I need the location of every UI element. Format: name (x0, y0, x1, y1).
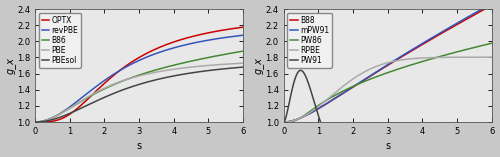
revPBE (171, 47, 177, 49)
Line: mPW91: mPW91 (284, 3, 492, 122)
Line: PW91: PW91 (284, 70, 492, 157)
PBE (69, 106, 75, 108)
PW86 (438, 55, 444, 57)
PW86 (420, 60, 426, 62)
PBEsol (69, 111, 75, 113)
B88 (420, 43, 426, 45)
RPBE (404, 58, 409, 60)
Legend: B88, mPW91, PW86, RPBE, PW91: B88, mPW91, PW86, RPBE, PW91 (288, 13, 332, 68)
mPW91 (375, 70, 381, 72)
RPBE (334, 90, 340, 92)
PBE (86, 96, 91, 97)
X-axis label: s: s (136, 141, 141, 152)
B86 (126, 78, 132, 79)
revPBE (240, 34, 246, 36)
PBEsol (32, 121, 38, 123)
OPTX (86, 97, 91, 99)
X-axis label: s: s (385, 141, 390, 152)
Line: PW86: PW86 (284, 43, 492, 122)
PW91 (318, 122, 324, 124)
OPTX (188, 36, 194, 38)
PW86 (489, 42, 495, 44)
mPW91 (438, 32, 444, 34)
RPBE (420, 57, 426, 59)
mPW91 (489, 3, 495, 4)
Y-axis label: g_x: g_x (6, 57, 16, 74)
PBE (126, 78, 132, 80)
PW86 (318, 103, 324, 105)
PBEsol (188, 72, 194, 74)
B88 (438, 33, 444, 35)
B88 (318, 106, 324, 108)
RPBE (375, 65, 381, 67)
OPTX (126, 63, 132, 65)
PBE (240, 62, 246, 64)
RPBE (489, 56, 495, 58)
PBE (188, 66, 194, 68)
B88 (334, 96, 340, 98)
Y-axis label: g_x: g_x (254, 57, 264, 74)
PBEsol (171, 75, 177, 77)
B86 (188, 60, 194, 62)
PBE (32, 121, 38, 123)
B86 (32, 121, 38, 123)
revPBE (32, 121, 38, 123)
OPTX (154, 47, 160, 49)
OPTX (240, 26, 246, 28)
PW86 (280, 121, 286, 123)
RPBE (318, 104, 324, 106)
PBE (154, 71, 160, 73)
PBEsol (86, 104, 91, 106)
revPBE (86, 91, 91, 93)
Line: OPTX: OPTX (35, 27, 243, 122)
B86 (69, 106, 75, 108)
OPTX (171, 41, 177, 43)
revPBE (188, 43, 194, 44)
Line: PBE: PBE (35, 63, 243, 122)
B88 (280, 121, 286, 123)
B86 (86, 96, 91, 98)
B86 (154, 68, 160, 70)
OPTX (69, 112, 75, 114)
PBEsol (126, 87, 132, 89)
revPBE (154, 52, 160, 54)
Line: B86: B86 (35, 51, 243, 122)
PW91 (280, 121, 286, 123)
revPBE (69, 104, 75, 106)
PBEsol (240, 66, 246, 68)
B86 (171, 64, 177, 66)
mPW91 (280, 121, 286, 123)
mPW91 (420, 42, 426, 44)
PW86 (375, 75, 381, 77)
B86 (240, 50, 246, 52)
mPW91 (318, 106, 324, 108)
Legend: OPTX, revPBE, B86, PBE, PBEsol: OPTX, revPBE, B86, PBE, PBEsol (39, 13, 81, 68)
PBEsol (154, 78, 160, 80)
PW86 (334, 93, 340, 95)
OPTX (32, 121, 38, 123)
PW86 (404, 65, 409, 67)
PBE (171, 68, 177, 70)
Line: RPBE: RPBE (284, 57, 492, 122)
B88 (375, 70, 381, 72)
Line: revPBE: revPBE (35, 35, 243, 122)
B88 (489, 4, 495, 6)
mPW91 (404, 52, 409, 54)
PW91 (298, 69, 304, 71)
B88 (404, 53, 409, 55)
RPBE (280, 121, 286, 123)
mPW91 (334, 96, 340, 98)
RPBE (438, 57, 444, 58)
Line: PBEsol: PBEsol (35, 67, 243, 122)
revPBE (126, 64, 132, 66)
Line: B88: B88 (284, 5, 492, 122)
